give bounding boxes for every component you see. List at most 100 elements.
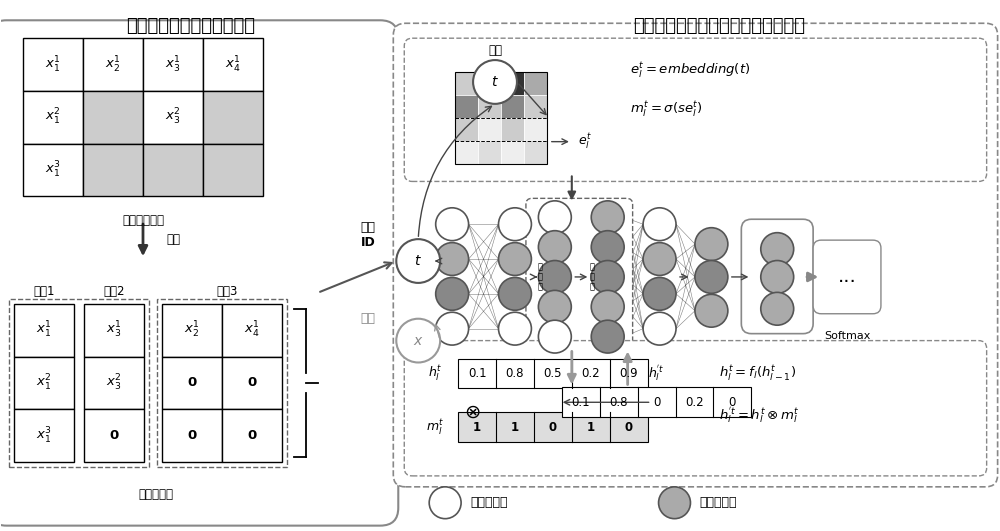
- Bar: [501, 72, 524, 95]
- Text: 1: 1: [473, 421, 481, 434]
- Bar: [143, 38, 203, 91]
- FancyBboxPatch shape: [741, 219, 813, 333]
- Circle shape: [695, 228, 728, 261]
- Text: $x_4^1$: $x_4^1$: [225, 55, 241, 75]
- Text: 0: 0: [187, 429, 196, 442]
- Circle shape: [473, 60, 517, 104]
- Text: 0: 0: [653, 396, 660, 409]
- Bar: [162, 304, 222, 356]
- Text: 0: 0: [549, 421, 557, 434]
- FancyBboxPatch shape: [526, 199, 633, 354]
- Bar: [458, 412, 648, 442]
- Text: 0.2: 0.2: [685, 396, 704, 409]
- Text: ...: ...: [838, 268, 856, 286]
- Bar: [83, 91, 143, 144]
- Text: 0.1: 0.1: [468, 367, 486, 380]
- Text: $x_1^2$: $x_1^2$: [45, 107, 61, 127]
- Bar: [14, 304, 74, 356]
- Text: 0: 0: [625, 421, 633, 434]
- Text: 1: 1: [587, 421, 595, 434]
- Circle shape: [499, 208, 531, 241]
- Circle shape: [591, 201, 624, 234]
- Text: 任务2: 任务2: [103, 285, 125, 298]
- Bar: [501, 95, 524, 118]
- Text: $x_2^1$: $x_2^1$: [105, 55, 121, 75]
- Circle shape: [499, 312, 531, 345]
- Bar: [501, 118, 524, 141]
- Circle shape: [695, 294, 728, 327]
- Circle shape: [761, 233, 794, 266]
- Bar: [478, 141, 501, 164]
- Circle shape: [659, 487, 690, 519]
- FancyBboxPatch shape: [813, 240, 881, 314]
- Bar: [84, 304, 144, 356]
- Circle shape: [643, 312, 676, 345]
- Text: 嵌入: 嵌入: [488, 44, 502, 57]
- Text: 0.8: 0.8: [609, 396, 628, 409]
- Text: 激活神经元: 激活神经元: [699, 496, 737, 509]
- Text: $t$: $t$: [414, 254, 422, 268]
- Bar: [84, 409, 144, 462]
- Circle shape: [643, 208, 676, 241]
- Text: $x_1^2$: $x_1^2$: [36, 373, 52, 393]
- Text: $x_3^2$: $x_3^2$: [106, 373, 122, 393]
- Text: $e_l^t$: $e_l^t$: [578, 132, 592, 151]
- Circle shape: [538, 290, 571, 323]
- Circle shape: [436, 208, 469, 241]
- Circle shape: [436, 277, 469, 310]
- Bar: [222, 409, 282, 462]
- Text: 任务3: 任务3: [216, 285, 237, 298]
- Bar: [143, 144, 203, 196]
- Text: $x_2^1$: $x_2^1$: [184, 320, 200, 340]
- Bar: [83, 144, 143, 196]
- Text: $x_3^1$: $x_3^1$: [106, 320, 122, 340]
- Text: 抑制神经元: 抑制神经元: [470, 496, 508, 509]
- Bar: [562, 387, 751, 417]
- Text: 多任务数据: 多任务数据: [138, 488, 173, 501]
- Bar: [143, 91, 203, 144]
- Text: 0: 0: [109, 429, 119, 442]
- Bar: [83, 38, 143, 91]
- Bar: [222, 304, 282, 356]
- Bar: [455, 118, 478, 141]
- Text: 基于注意力机制的多采样率掩码网络: 基于注意力机制的多采样率掩码网络: [633, 18, 805, 35]
- Text: 任务1: 任务1: [34, 285, 55, 298]
- Bar: [23, 144, 83, 196]
- Circle shape: [643, 277, 676, 310]
- Bar: [203, 144, 263, 196]
- Bar: [478, 95, 501, 118]
- Bar: [524, 72, 547, 95]
- Text: $e_l^t = embedding(t)$: $e_l^t = embedding(t)$: [630, 61, 750, 80]
- Circle shape: [591, 230, 624, 263]
- Bar: [203, 38, 263, 91]
- Text: $x_3^2$: $x_3^2$: [165, 107, 181, 127]
- Circle shape: [538, 201, 571, 234]
- Circle shape: [761, 293, 794, 325]
- Text: 1: 1: [511, 421, 519, 434]
- Bar: [455, 72, 547, 164]
- Bar: [478, 118, 501, 141]
- FancyBboxPatch shape: [0, 20, 398, 526]
- Bar: [455, 72, 478, 95]
- Bar: [14, 409, 74, 462]
- Text: 0.8: 0.8: [506, 367, 524, 380]
- Text: 0: 0: [247, 429, 256, 442]
- Text: 多采样率数据预处理与转化: 多采样率数据预处理与转化: [126, 18, 255, 35]
- Bar: [203, 91, 263, 144]
- Text: 掩
码
层: 掩 码 层: [537, 262, 542, 292]
- FancyBboxPatch shape: [393, 23, 998, 487]
- Text: $t$: $t$: [491, 75, 499, 89]
- Bar: [222, 356, 282, 409]
- Text: $x_4^1$: $x_4^1$: [244, 320, 260, 340]
- Text: $h_l^{'t}$: $h_l^{'t}$: [648, 363, 665, 383]
- Bar: [524, 118, 547, 141]
- Circle shape: [436, 243, 469, 276]
- Bar: [478, 72, 501, 95]
- Text: $m_l^t$: $m_l^t$: [426, 417, 444, 437]
- Text: 0: 0: [187, 376, 196, 389]
- Bar: [23, 91, 83, 144]
- Text: Softmax: Softmax: [824, 331, 870, 341]
- Text: $h_l^t$: $h_l^t$: [428, 364, 442, 383]
- Text: 任务
ID: 任务 ID: [361, 221, 376, 249]
- Text: 0.9: 0.9: [619, 367, 638, 380]
